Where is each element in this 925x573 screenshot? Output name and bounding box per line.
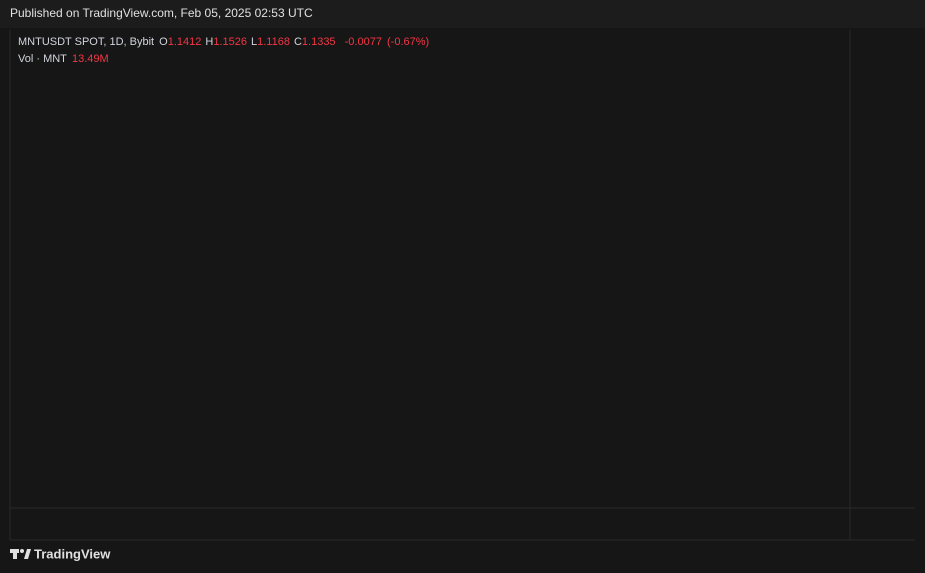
logo-part [24, 549, 31, 559]
ohlc-value: 1.1335 [301, 36, 336, 48]
header: Published on TradingView.com, Feb 05, 20… [10, 6, 313, 20]
logo-part [20, 549, 24, 553]
legend-row: Vol · MNT 13.49M [18, 51, 431, 68]
ohlc-key: L [251, 36, 258, 48]
ohlc-key: C [293, 36, 302, 48]
legend-row: MNTUSDT SPOT, 1D, Bybit O1.1412 H1.1526 L1… [18, 34, 431, 51]
ohlc-key: H [205, 36, 214, 48]
ohlc: O1.1412 H1.1526 L1.1168 C1.1335 [159, 36, 339, 48]
change-pct: (-0.67%) [387, 36, 430, 48]
ohlc-value: 1.1526 [213, 36, 247, 48]
header-bar [0, 0, 925, 28]
ohlc-key: O [159, 36, 168, 48]
volume-value: 13.49M [71, 53, 109, 65]
logo-part [13, 549, 17, 559]
legend: MNTUSDT SPOT, 1D, Bybit O1.1412 H1.1526 L1… [18, 34, 431, 68]
footer-logo [10, 549, 31, 559]
ohlc-value: 1.1168 [257, 36, 290, 48]
volume-label: Vol · MNT [18, 53, 67, 65]
change: -0.0077 [344, 36, 382, 48]
symbol: MNTUSDT SPOT, 1D, Bybit [18, 36, 155, 48]
footer: TradingView [34, 546, 111, 561]
ohlc-value: 1.1412 [167, 36, 202, 48]
